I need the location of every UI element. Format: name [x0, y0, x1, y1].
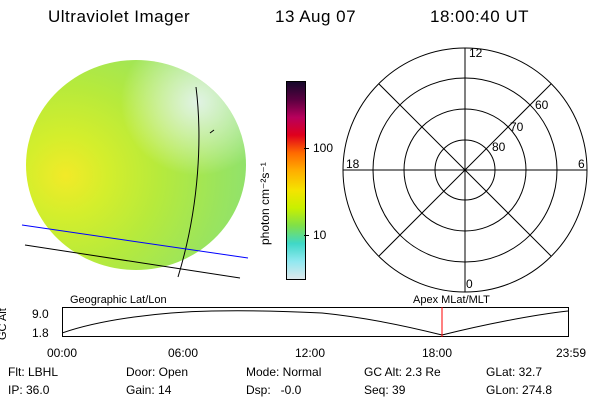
lat-label-70: 70: [510, 120, 524, 134]
info-ip: IP: 36.0: [8, 383, 50, 397]
altitude-tick-low: 1.8: [32, 326, 49, 340]
colorbar: [286, 81, 306, 280]
altitude-tick-high: 9.0: [32, 307, 49, 321]
polar-plot: [342, 47, 588, 293]
instrument-title: Ultraviolet Imager: [48, 7, 191, 26]
info-gcalt: GC Alt: 2.3 Re: [364, 365, 441, 379]
info-glon: GLon: 274.8: [486, 383, 553, 397]
info-door: Door: Open: [126, 365, 189, 379]
time-tick-1200: 12:00: [295, 346, 326, 360]
altitude-plot: [62, 307, 569, 337]
uv-earth-image: [21, 60, 249, 279]
mlt-label-0: 0: [466, 277, 473, 291]
time-tick-0000: 00:00: [47, 346, 78, 360]
time-tick-0600: 06:00: [168, 346, 199, 360]
info-glat: GLat: 32.7: [486, 365, 543, 379]
lat-label-60: 60: [535, 98, 549, 112]
lat-label-80: 80: [492, 140, 506, 154]
info-flt: Flt: LBHL: [8, 365, 59, 379]
mlt-label-18: 18: [346, 157, 360, 171]
colorbar-tickmark-100: [304, 148, 309, 149]
altitude-axis-label: GC Alt: [0, 308, 9, 340]
info-dsp: Dsp: -0.0: [246, 383, 302, 397]
colorbar-tickmark-10: [304, 235, 309, 236]
info-gain: Gain: 14: [126, 383, 172, 397]
time-tick-2359: 23:59: [556, 346, 587, 360]
apex-label: Apex MLat/MLT: [413, 294, 490, 306]
info-mode: Mode: Normal: [246, 365, 322, 379]
time-tick-1800: 18:00: [422, 346, 453, 360]
mlt-label-12: 12: [469, 46, 483, 60]
geographic-label: Geographic Lat/Lon: [70, 294, 167, 306]
colorbar-unit-label: photon cm⁻²s⁻¹: [258, 162, 272, 245]
colorbar-tick-100: 100: [313, 141, 334, 155]
time-label: 18:00:40 UT: [430, 7, 530, 26]
colorbar-tick-10: 10: [313, 228, 327, 242]
info-seq: Seq: 39: [364, 383, 406, 397]
date-label: 13 Aug 07: [275, 7, 357, 26]
mlt-label-6: 6: [578, 157, 585, 171]
